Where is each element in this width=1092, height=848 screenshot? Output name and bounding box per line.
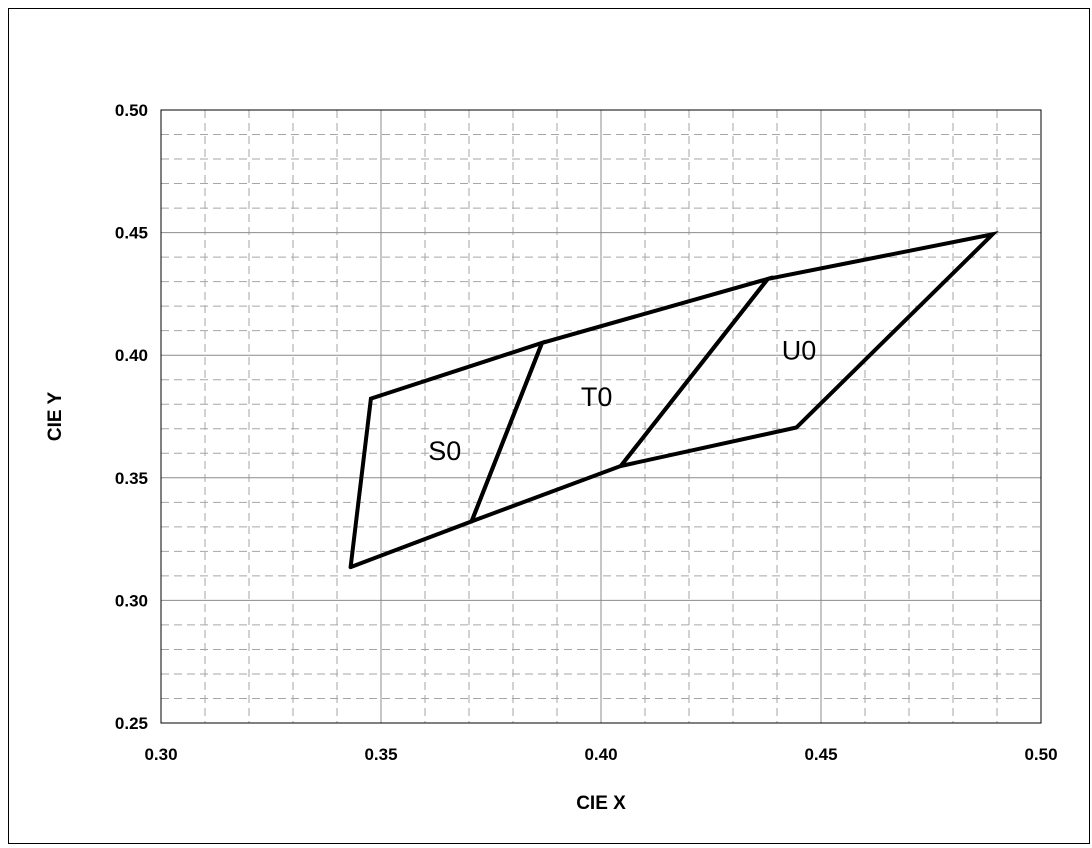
y-tick-label: 0.35 [115,469,148,488]
chart-frame [8,8,1090,844]
x-axis-title: CIE X [576,793,626,814]
y-tick-label: 0.40 [115,346,148,365]
y-tick-label: 0.25 [115,714,148,733]
major-grid [161,110,1041,723]
series-t0-outline [469,275,774,524]
y-axis-ticks: 0.25 0.30 0.35 0.40 0.45 0.50 [115,101,148,733]
x-tick-label: 0.30 [144,745,177,764]
x-tick-label: 0.35 [364,745,397,764]
x-tick-label: 0.50 [1024,745,1057,764]
y-tick-label: 0.45 [115,224,148,243]
series-layer [348,231,999,570]
series-u0-outline [618,231,999,468]
minor-grid [161,110,1041,723]
region-label-u0: U0 [782,335,817,365]
x-tick-label: 0.45 [804,745,837,764]
x-axis-ticks: 0.30 0.35 0.40 0.45 0.50 [144,745,1057,764]
y-tick-label: 0.50 [115,101,148,120]
region-label-t0: T0 [581,382,613,412]
region-label-s0: S0 [428,436,461,466]
x-tick-label: 0.40 [584,745,617,764]
y-axis-title: CIE Y [45,392,66,442]
annotation-layer: S0 T0 U0 [428,335,816,466]
y-tick-label: 0.30 [115,591,148,610]
plot-area [160,109,1042,724]
